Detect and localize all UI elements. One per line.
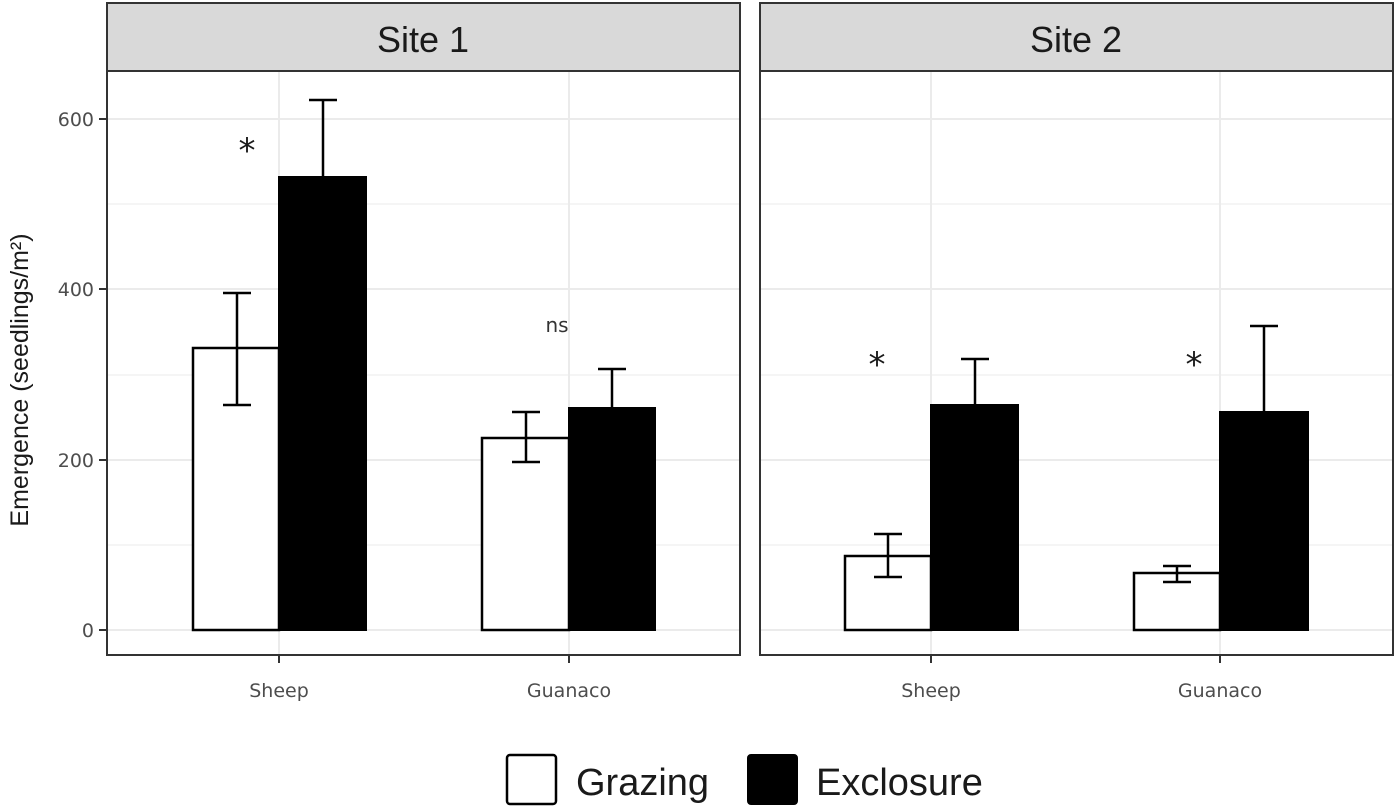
errorbar-site2-guanaco-grazing [1163, 564, 1191, 584]
bar-group-site1-guanaco: ns [480, 313, 656, 632]
significance-site1-guanaco: ns [545, 313, 568, 337]
x-tick-site1-guanaco: Guanaco [527, 680, 611, 702]
y-tick-0: 0 [82, 620, 94, 642]
x-tick-site2-sheep: Sheep [901, 680, 961, 702]
bar-group-site2-sheep: * [843, 345, 1019, 632]
bar-site1-sheep-exclosure[interactable] [278, 176, 367, 631]
legend-label-exclosure: Exclosure [816, 762, 983, 804]
strip-site-1 [106, 2, 741, 72]
y-tick-200: 200 [58, 450, 94, 472]
panel-border-site-2 [759, 70, 1394, 656]
panel-site-2: Site 2 * [759, 2, 1394, 702]
y-axis-ticks: 0 200 400 600 [58, 109, 107, 642]
errorbar-site1-guanaco-grazing [512, 410, 540, 464]
legend: Grazing Exclosure [505, 753, 983, 806]
bar-site1-guanaco-exclosure[interactable] [568, 407, 656, 631]
legend-item-grazing[interactable]: Grazing [505, 753, 709, 806]
y-tick-600: 600 [58, 109, 94, 131]
x-tick-site1-sheep: Sheep [249, 680, 309, 702]
x-tick-site2-guanaco: Guanaco [1178, 680, 1262, 702]
bar-group-site2-guanaco: * [1132, 324, 1309, 632]
strip-label-site-1: Site 1 [377, 19, 469, 60]
legend-item-exclosure[interactable]: Exclosure [747, 754, 983, 805]
errorbar-site1-sheep-grazing [223, 291, 251, 407]
errorbar-site1-sheep-exclosure [309, 98, 337, 177]
significance-site2-sheep: * [869, 345, 886, 385]
legend-swatch-exclosure [747, 754, 798, 805]
errorbar-site1-guanaco-exclosure [598, 367, 626, 408]
significance-site2-guanaco: * [1186, 345, 1203, 385]
legend-swatch-grazing [505, 753, 558, 806]
y-tick-400: 400 [58, 279, 94, 301]
significance-site1-sheep: * [239, 131, 256, 171]
bar-site1-guanaco-grazing[interactable] [480, 436, 571, 632]
strip-label-site-2: Site 2 [1030, 19, 1122, 60]
strip-site-2 [759, 2, 1394, 72]
y-axis-label: Emergence (seedlings/m²) [6, 233, 34, 526]
panel-site-1: Site 1 [106, 2, 741, 702]
bar-site2-guanaco-exclosure[interactable] [1219, 411, 1309, 631]
errorbar-site2-guanaco-exclosure [1250, 324, 1278, 412]
bar-site2-sheep-exclosure[interactable] [930, 404, 1019, 631]
legend-label-grazing: Grazing [576, 762, 709, 804]
errorbar-site2-sheep-grazing [874, 532, 902, 579]
errorbar-site2-sheep-exclosure [961, 357, 989, 405]
panel-border-site-1 [106, 70, 741, 656]
bar-group-site1-sheep: * [191, 98, 367, 632]
